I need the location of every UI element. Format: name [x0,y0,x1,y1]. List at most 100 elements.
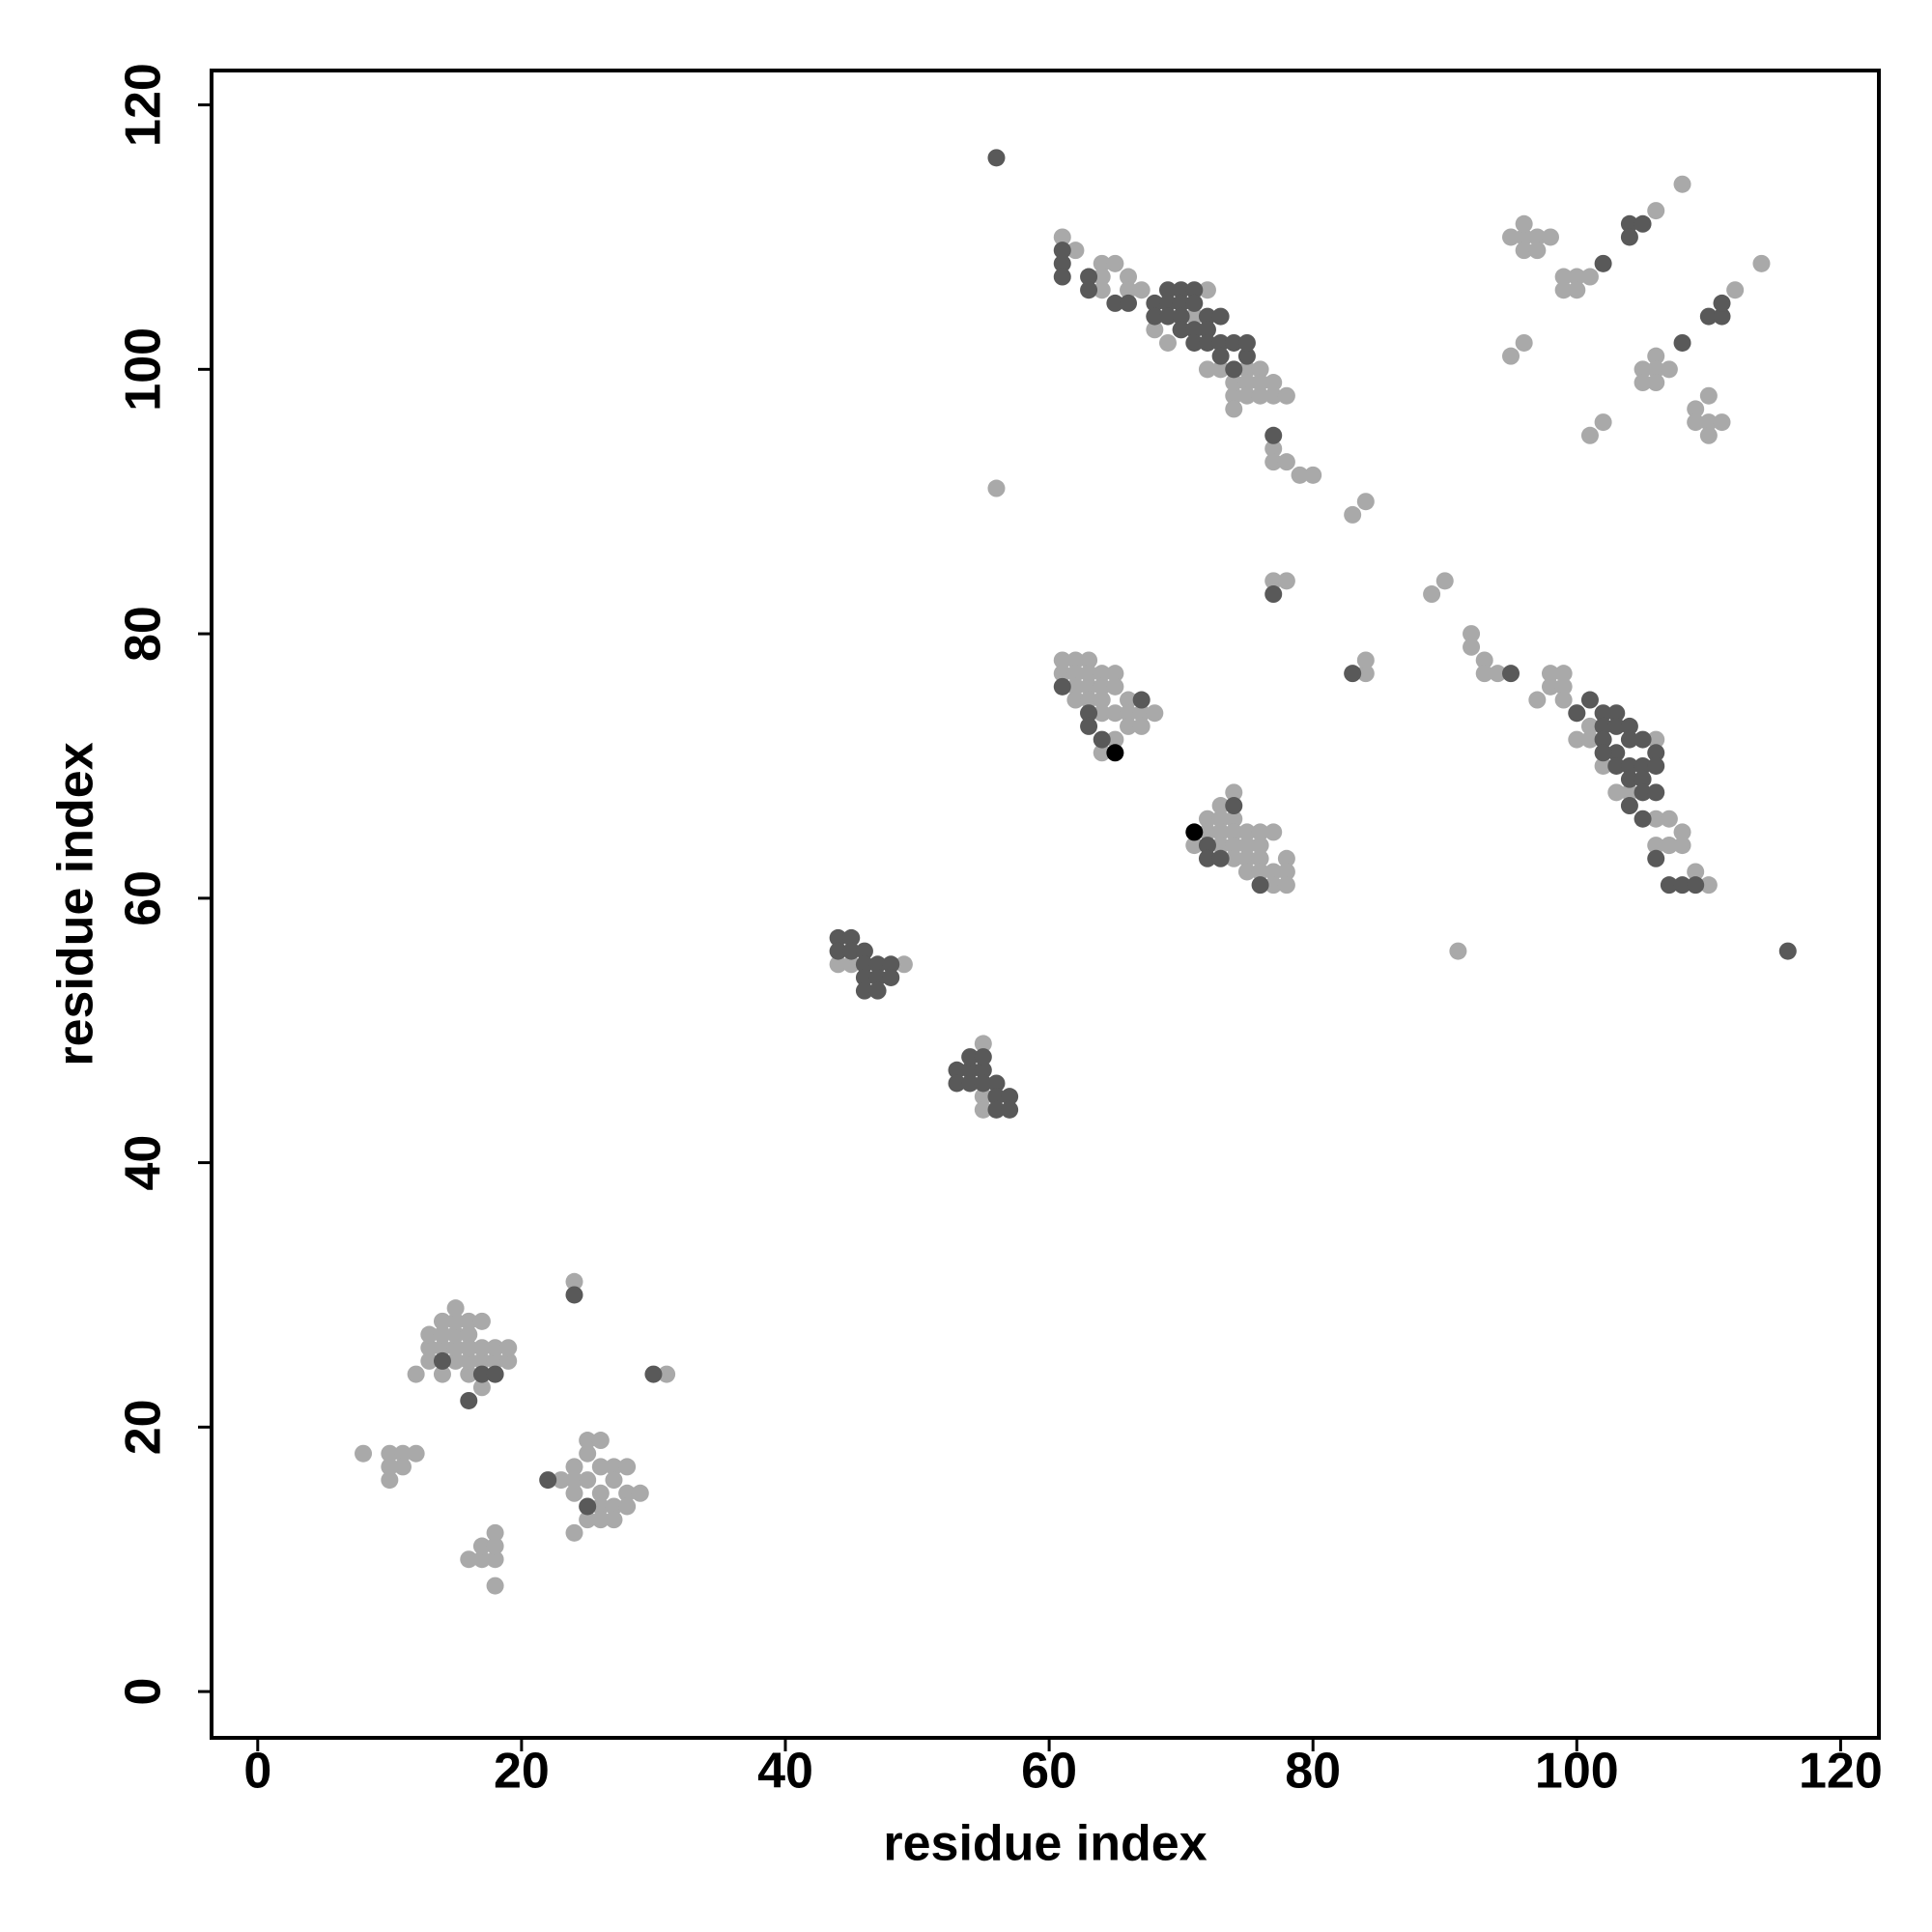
contact-point [1132,704,1151,723]
contact-point [1528,691,1547,709]
contact-point [1251,876,1269,895]
contact-point [1158,333,1177,352]
contact-point [1120,281,1138,299]
contact-point [1264,386,1283,405]
contact-point [1225,400,1243,418]
contact-point [1185,281,1204,299]
contact-point [1647,730,1665,749]
x-tick-label: 80 [1285,1744,1341,1800]
contact-point [1146,704,1164,723]
contact-point [1580,268,1599,286]
contact-point [1237,837,1256,855]
y-tick-label: 100 [116,327,172,412]
contact-point [591,1484,610,1502]
contact-point [1001,1088,1019,1106]
contact-point [1634,783,1652,802]
y-tick-label: 0 [116,1678,172,1706]
contact-point [1687,413,1705,432]
contact-point [486,1365,504,1383]
contact-point [1277,876,1295,895]
contact-point [420,1339,439,1357]
contact-point [868,981,887,1000]
contact-point [1251,360,1269,379]
contact-point [1106,744,1124,762]
contact-point [446,1325,465,1344]
contact-point [486,1577,504,1595]
contact-point [420,1325,439,1344]
contact-point [591,1458,610,1476]
contact-point [579,1497,597,1516]
contact-point [1237,386,1256,405]
contact-point [1264,863,1283,881]
contact-point [1093,744,1111,762]
contact-point [1647,756,1665,775]
contact-point [1198,810,1216,828]
contact-point [1264,440,1283,458]
contact-point [1726,281,1745,299]
contact-point [591,1497,610,1516]
contact-point [1001,1100,1019,1119]
contact-point [565,1471,583,1490]
contact-point [829,942,847,960]
contact-point [1198,849,1216,867]
contact-point [974,1035,992,1053]
contact-point [1528,242,1547,260]
x-tick-label: 0 [243,1744,271,1800]
contact-point [1211,307,1230,326]
contact-point [829,955,847,974]
contact-point [1066,677,1085,696]
contact-point [486,1523,504,1542]
contact-point [1146,294,1164,312]
contact-point [1568,281,1586,299]
contact-point [605,1471,623,1490]
contact-point [1634,770,1652,788]
contact-point [1237,347,1256,365]
contact-point [1554,677,1573,696]
contact-point [605,1497,623,1516]
contact-point [486,1351,504,1370]
contact-point [1211,849,1230,867]
contact-point [1647,374,1665,392]
contact-point [1594,730,1612,749]
contact-point [460,1550,478,1569]
contact-point [1225,849,1243,867]
x-tick-label: 120 [1799,1744,1883,1800]
contact-point [433,1325,451,1344]
contact-point [433,1339,451,1357]
contact-point [1093,281,1111,299]
contact-point [1580,730,1599,749]
contact-point [1237,360,1256,379]
contact-point [1080,651,1098,669]
contact-point [1568,730,1586,749]
contact-point [1647,202,1665,220]
contact-point [1634,810,1652,828]
contact-point [499,1351,518,1370]
contact-point [1489,665,1507,683]
contact-point [1211,360,1230,379]
contact-point [961,1074,980,1093]
contact-point [1541,228,1559,246]
contact-point [855,968,873,986]
contact-point [1647,360,1665,379]
contact-point [486,1537,504,1555]
contact-point [1580,691,1599,709]
contact-point [420,1351,439,1370]
contact-point [1106,730,1124,749]
contact-point [1172,281,1190,299]
contact-point [1053,228,1071,246]
x-axis-label: residue index [883,1816,1207,1872]
contact-point [1699,413,1718,432]
contact-point [974,1088,992,1106]
contact-point [1304,466,1322,484]
contact-point [644,1365,663,1383]
contact-point [1120,704,1138,723]
contact-point [842,942,861,960]
contact-point [1211,823,1230,841]
contact-point [1106,665,1124,683]
contact-point [605,1458,623,1476]
contact-point [882,968,900,986]
contact-point [565,1286,583,1304]
contact-point [1673,175,1691,193]
contact-point [1594,413,1612,432]
contact-point [407,1365,425,1383]
